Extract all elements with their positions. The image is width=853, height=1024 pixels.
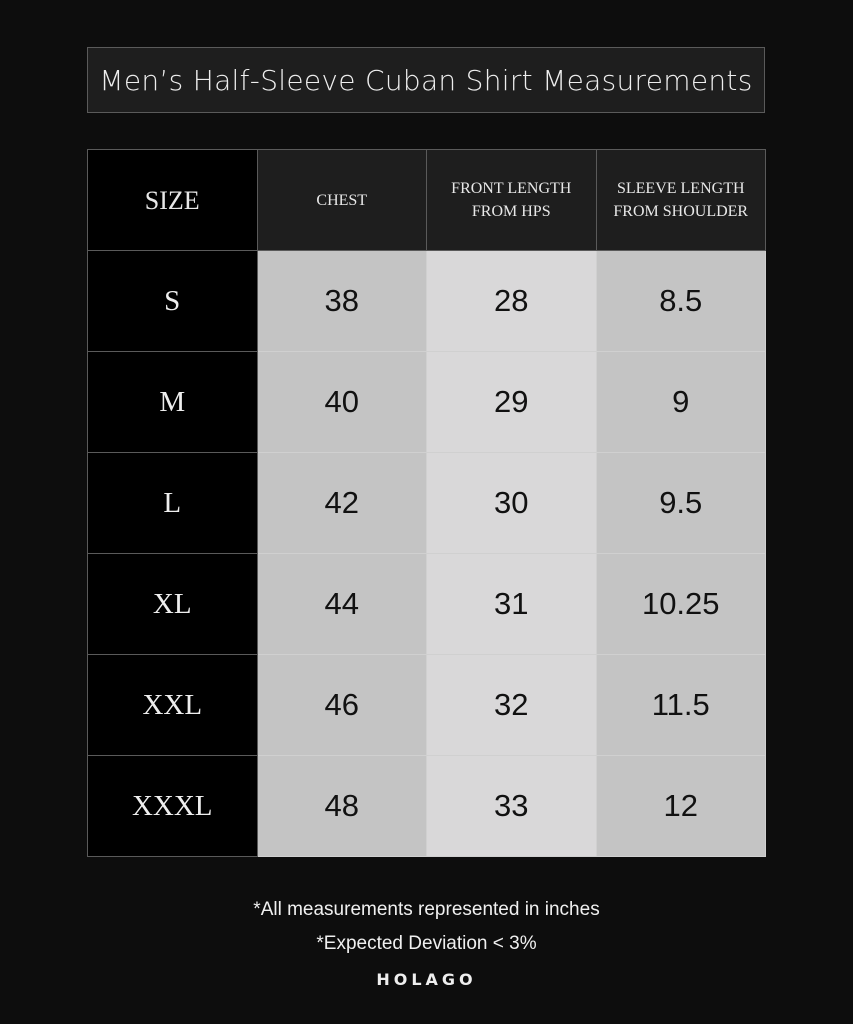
cell-sleeve-length: 8.5 xyxy=(595,250,766,352)
cell-chest: 40 xyxy=(256,351,427,453)
cell-front-length: 28 xyxy=(426,250,597,352)
cell-size: XXXL xyxy=(87,755,258,857)
cell-size: XL xyxy=(87,553,258,655)
header-sleeve-length-text: SLEEVE LENGTH FROM SHOULDER xyxy=(613,180,749,220)
cell-front-length: 32 xyxy=(426,654,597,756)
cell-chest: 42 xyxy=(256,452,427,554)
cell-sleeve-length: 11.5 xyxy=(595,654,766,756)
note-units: *All measurements represented in inches xyxy=(253,899,600,920)
cell-sleeve-length: 10.25 xyxy=(595,553,766,655)
page-title: Men’s Half-Sleeve Cuban Shirt Measuremen… xyxy=(87,47,765,113)
header-front-length-text: FRONT LENGTH FROM HPS xyxy=(451,180,572,220)
cell-sleeve-length: 12 xyxy=(595,755,766,857)
cell-front-length: 33 xyxy=(426,755,597,857)
brand-logo: HOLAGO xyxy=(376,970,477,989)
cell-size: S xyxy=(87,250,258,352)
cell-front-length: 31 xyxy=(426,553,597,655)
cell-size: L xyxy=(87,452,258,554)
cell-size: XXL xyxy=(87,654,258,756)
cell-sleeve-length: 9.5 xyxy=(595,452,766,554)
table-row: S 38 28 8.5 xyxy=(87,250,766,352)
table-header-row: SIZE CHEST FRONT LENGTH FROM HPS SLEEVE … xyxy=(87,149,766,251)
cell-front-length: 30 xyxy=(426,452,597,554)
cell-chest: 38 xyxy=(256,250,427,352)
cell-chest: 46 xyxy=(256,654,427,756)
table-row: XXL 46 32 11.5 xyxy=(87,654,766,756)
note-deviation: *Expected Deviation < 3% xyxy=(316,933,537,954)
table-row: M 40 29 9 xyxy=(87,351,766,453)
header-chest: CHEST xyxy=(256,149,427,251)
cell-chest: 48 xyxy=(256,755,427,857)
table-row: XXXL 48 33 12 xyxy=(87,755,766,857)
cell-sleeve-length: 9 xyxy=(595,351,766,453)
header-front-length: FRONT LENGTH FROM HPS xyxy=(426,149,597,251)
cell-front-length: 29 xyxy=(426,351,597,453)
table-row: XL 44 31 10.25 xyxy=(87,553,766,655)
header-size: SIZE xyxy=(87,149,258,251)
table-row: L 42 30 9.5 xyxy=(87,452,766,554)
size-chart-table: SIZE CHEST FRONT LENGTH FROM HPS SLEEVE … xyxy=(87,149,766,857)
header-sleeve-length: SLEEVE LENGTH FROM SHOULDER xyxy=(595,149,766,251)
cell-size: M xyxy=(87,351,258,453)
cell-chest: 44 xyxy=(256,553,427,655)
